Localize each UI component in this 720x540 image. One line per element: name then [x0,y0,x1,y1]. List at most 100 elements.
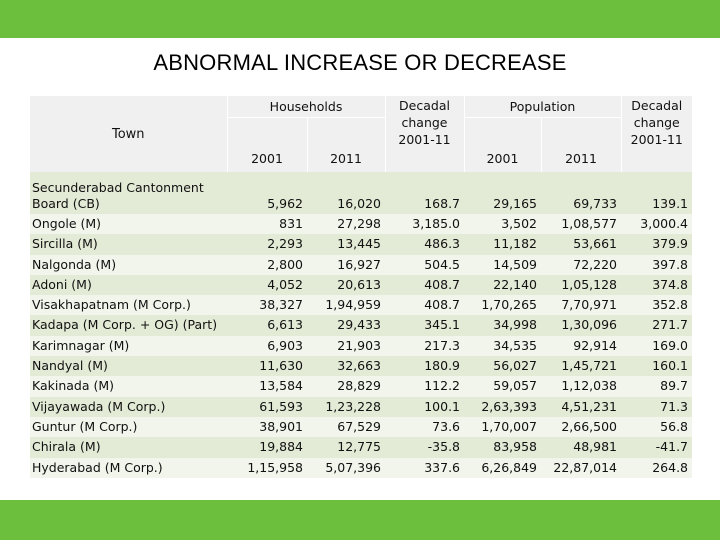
cell-households-2011: 27,298 [307,214,386,235]
header-decadal-line2: change [401,115,448,130]
cell-population-2011: 69,733 [541,172,622,214]
cell-households-decadal-change: 408.7 [385,274,465,296]
top-accent-band [0,0,720,38]
data-table-container: Town Households Decadal change 2001-11 P… [30,96,693,478]
cell-town: Kadapa (M Corp. + OG) (Part) [30,315,227,336]
cell-population-2011: 7,70,971 [541,295,622,316]
cell-households-2011: 13,445 [307,234,386,255]
cell-households-2011: 20,613 [307,274,386,296]
cell-population-2011: 1,30,096 [541,315,622,336]
cell-population-decadal-change: 271.7 [621,315,693,336]
cell-population-2001: 34,998 [464,315,542,336]
table-row: Ongole (M) 831 27,298 3,185.0 3,502 1,08,577 3… [30,214,693,235]
cell-households-2011: 32,663 [307,356,386,377]
table-row: Kadapa (M Corp. + OG) (Part) 6,613 29,433 3… [30,315,693,336]
cell-households-decadal-change: 168.7 [385,172,465,214]
cell-population-2011: 4,51,231 [541,396,622,417]
cell-households-2001: 5,962 [227,172,307,214]
table-row: Nalgonda (M) 2,800 16,927 504.5 14,509 72,220… [30,254,693,275]
cell-households-decadal-change: 180.9 [385,356,465,377]
cell-population-2001: 22,140 [464,274,542,296]
header-households-2001: 2001 [226,117,307,172]
cell-households-2011: 1,94,959 [307,295,386,316]
cell-population-decadal-change: 169.0 [621,335,693,357]
cell-households-2011: 16,927 [307,254,386,275]
cell-population-2011: 2,66,500 [541,416,622,438]
cell-population-2011: 22,87,014 [541,457,622,478]
cell-population-2011: 1,05,128 [541,274,622,296]
cell-town: Nalgonda (M) [30,254,227,275]
cell-population-2011: 1,12,038 [541,376,622,397]
table-row: Chirala (M) 19,884 12,775 -35.8 83,958 48,981… [30,437,693,458]
header-households: Households [226,96,386,118]
cell-population-2001: 1,70,007 [464,416,542,438]
cell-households-2001: 6,903 [227,335,307,357]
cell-population-decadal-change: 160.1 [621,356,693,377]
header-households-decadal-change: Decadal change 2001-11 [384,96,465,172]
cell-households-decadal-change: -35.8 [385,437,465,458]
header-decadal-line1: Decadal [399,98,450,113]
cell-households-2011: 1,23,228 [307,396,386,417]
table-row: Visakhapatnam (M Corp.) 38,327 1,94,959 408… [30,295,693,316]
cell-households-2011: 5,07,396 [307,457,386,478]
header-population: Population [463,96,622,118]
cell-population-2011: 1,45,721 [541,356,622,377]
cell-population-decadal-change: -41.7 [621,437,693,458]
header-population-2011: 2011 [540,117,622,172]
cell-households-2001: 19,884 [227,437,307,458]
cell-households-2001: 2,800 [227,254,307,275]
cell-town: Visakhapatnam (M Corp.) [30,295,227,316]
cell-town: Sircilla (M) [30,234,227,255]
cell-population-2001: 1,70,265 [464,295,542,316]
cell-population-decadal-change: 71.3 [621,396,693,417]
cell-population-2001: 34,535 [464,335,542,357]
cell-town: Ongole (M) [30,214,227,235]
cell-households-2011: 29,433 [307,315,386,336]
cell-population-decadal-change: 264.8 [621,457,693,478]
header-decadal-line1: Decadal [631,98,683,113]
cell-households-2011: 28,829 [307,376,386,397]
header-population-2001: 2001 [463,117,542,172]
bottom-accent-band [0,500,720,540]
cell-population-2001: 83,958 [464,437,542,458]
cell-population-2001: 11,182 [464,234,542,255]
cell-households-decadal-change: 3,185.0 [385,214,465,235]
table-row: Adoni (M) 4,052 20,613 408.7 22,140 1,05,128 3… [30,274,693,296]
abnormal-change-table: Town Households Decadal change 2001-11 P… [30,96,693,478]
cell-households-2001: 4,052 [227,274,307,296]
cell-households-2001: 38,901 [227,416,307,438]
cell-population-2001: 14,509 [464,254,542,275]
cell-population-decadal-change: 89.7 [621,376,693,397]
cell-town: Nandyal (M) [30,356,227,377]
cell-population-decadal-change: 352.8 [621,295,693,316]
cell-town: Kakinada (M) [30,376,227,397]
header-population-decadal-change: Decadal change 2001-11 [620,96,693,172]
table-body: Secunderabad Cantonment Board (CB) 5,962 1… [30,172,693,478]
cell-households-2001: 11,630 [227,356,307,377]
cell-population-2001: 29,165 [464,172,542,214]
table-row: Sircilla (M) 2,293 13,445 486.3 11,182 53,661… [30,234,693,255]
cell-households-decadal-change: 337.6 [385,457,465,478]
table-row: Guntur (M Corp.) 38,901 67,529 73.6 1,70,007… [30,416,693,438]
table-row: Secunderabad Cantonment Board (CB) 5,962 1… [30,172,693,214]
cell-town: Chirala (M) [30,437,227,458]
cell-population-decadal-change: 397.8 [621,254,693,275]
cell-town: Adoni (M) [30,274,227,296]
header-decadal-line2: change [633,115,680,130]
cell-population-2001: 56,027 [464,356,542,377]
cell-population-2001: 6,26,849 [464,457,542,478]
cell-households-2001: 61,593 [227,396,307,417]
header-town: Town [30,96,227,172]
cell-town: Karimnagar (M) [30,335,227,357]
cell-households-2001: 13,584 [227,376,307,397]
cell-households-2011: 67,529 [307,416,386,438]
cell-households-decadal-change: 217.3 [385,335,465,357]
cell-households-decadal-change: 408.7 [385,295,465,316]
slide-title: ABNORMAL INCREASE OR DECREASE [153,50,567,75]
cell-population-2011: 48,981 [541,437,622,458]
cell-population-2001: 59,057 [464,376,542,397]
cell-town: Guntur (M Corp.) [30,416,227,438]
table-row: Karimnagar (M) 6,903 21,903 217.3 34,535 92,9… [30,335,693,357]
table-row: Vijayawada (M Corp.) 61,593 1,23,228 100.1 2… [30,396,693,417]
cell-population-2011: 53,661 [541,234,622,255]
